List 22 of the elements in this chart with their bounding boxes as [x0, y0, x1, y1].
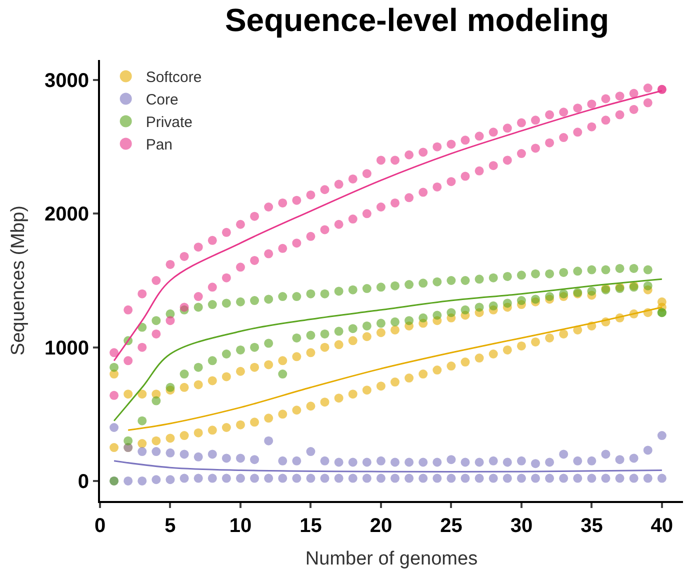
x-tick-label: 10 [229, 515, 252, 537]
line-series [113, 460, 663, 473]
x-tick-label: 0 [94, 515, 106, 537]
legend-label: Softcore [146, 69, 202, 86]
legend-label: Private [146, 114, 193, 132]
x-tick-label: 40 [650, 515, 674, 537]
y-tick-label: 1000 [44, 337, 89, 360]
x-tick-label: 15 [300, 515, 322, 537]
legend-label: Pan [146, 136, 173, 154]
line-series [113, 278, 663, 422]
x-tick-label: 30 [510, 515, 533, 537]
x-tick-label: 5 [164, 515, 176, 537]
y-tick-label: 2000 [44, 204, 89, 226]
y-tick-label: 3000 [44, 70, 89, 92]
y-axis-title: Sequences (Mbp) [8, 206, 29, 356]
x-tick-label: 35 [580, 515, 603, 537]
x-tick-label: 25 [440, 515, 462, 537]
y-tick-label: 0 [78, 470, 89, 493]
x-axis-title: Number of genomes [305, 548, 478, 570]
legend-label: Core [146, 92, 178, 109]
x-tick-label: 20 [370, 515, 392, 537]
chart-title: Sequence-level modeling [224, 2, 610, 38]
